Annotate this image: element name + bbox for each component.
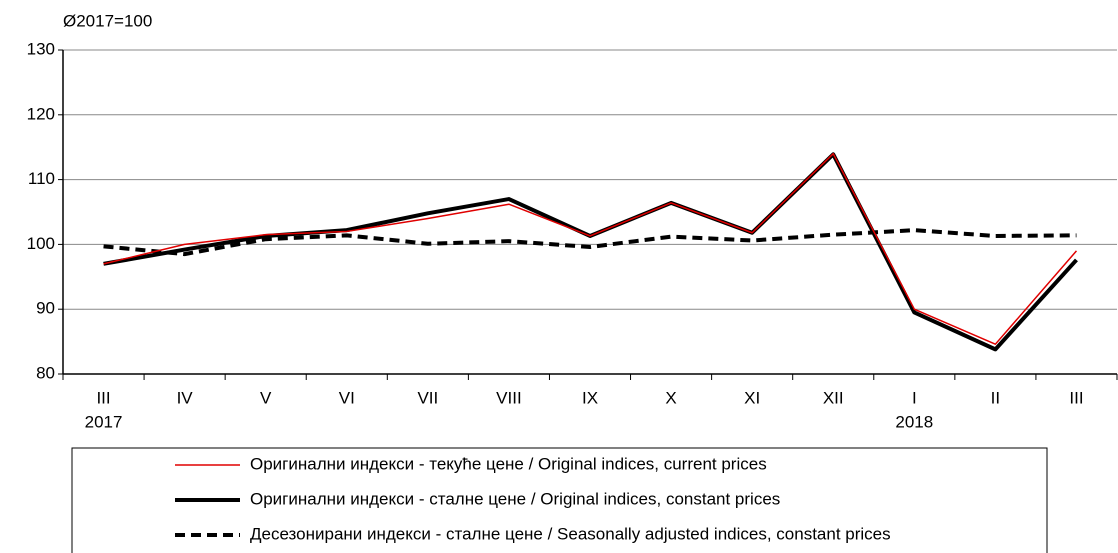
y-tick-label: 110	[28, 169, 55, 188]
x-tick-label: II	[991, 388, 1000, 407]
x-tick-label: VI	[339, 388, 355, 407]
series-line	[103, 152, 1078, 345]
y-tick-label: 90	[36, 299, 55, 318]
legend-label: Оригинални индекси - сталне цене / Origi…	[250, 489, 780, 508]
y-tick-label: 100	[27, 234, 55, 253]
y-unit-label: Ø2017=100	[63, 11, 152, 30]
x-tick-label: XI	[744, 388, 760, 407]
legend-label: Оригинални индекси - текуће цене / Origi…	[250, 454, 767, 473]
series-line	[103, 228, 1077, 257]
x-year-label: 2018	[895, 412, 933, 431]
x-tick-label: VIII	[496, 388, 522, 407]
x-tick-label: IX	[582, 388, 598, 407]
y-tick-label: 80	[36, 363, 55, 382]
y-tick-label: 120	[27, 104, 55, 123]
series-line	[103, 152, 1078, 352]
x-tick-label: X	[665, 388, 676, 407]
x-year-label: 2017	[85, 412, 123, 431]
legend-label: Десезонирани индекси - сталне цене / Sea…	[250, 524, 891, 543]
x-tick-label: III	[96, 388, 110, 407]
y-tick-label: 130	[27, 39, 55, 58]
x-tick-label: XII	[823, 388, 844, 407]
x-tick-label: VII	[417, 388, 438, 407]
x-tick-label: V	[260, 388, 272, 407]
x-tick-label: I	[912, 388, 917, 407]
x-tick-label: III	[1069, 388, 1083, 407]
x-tick-label: IV	[177, 388, 194, 407]
